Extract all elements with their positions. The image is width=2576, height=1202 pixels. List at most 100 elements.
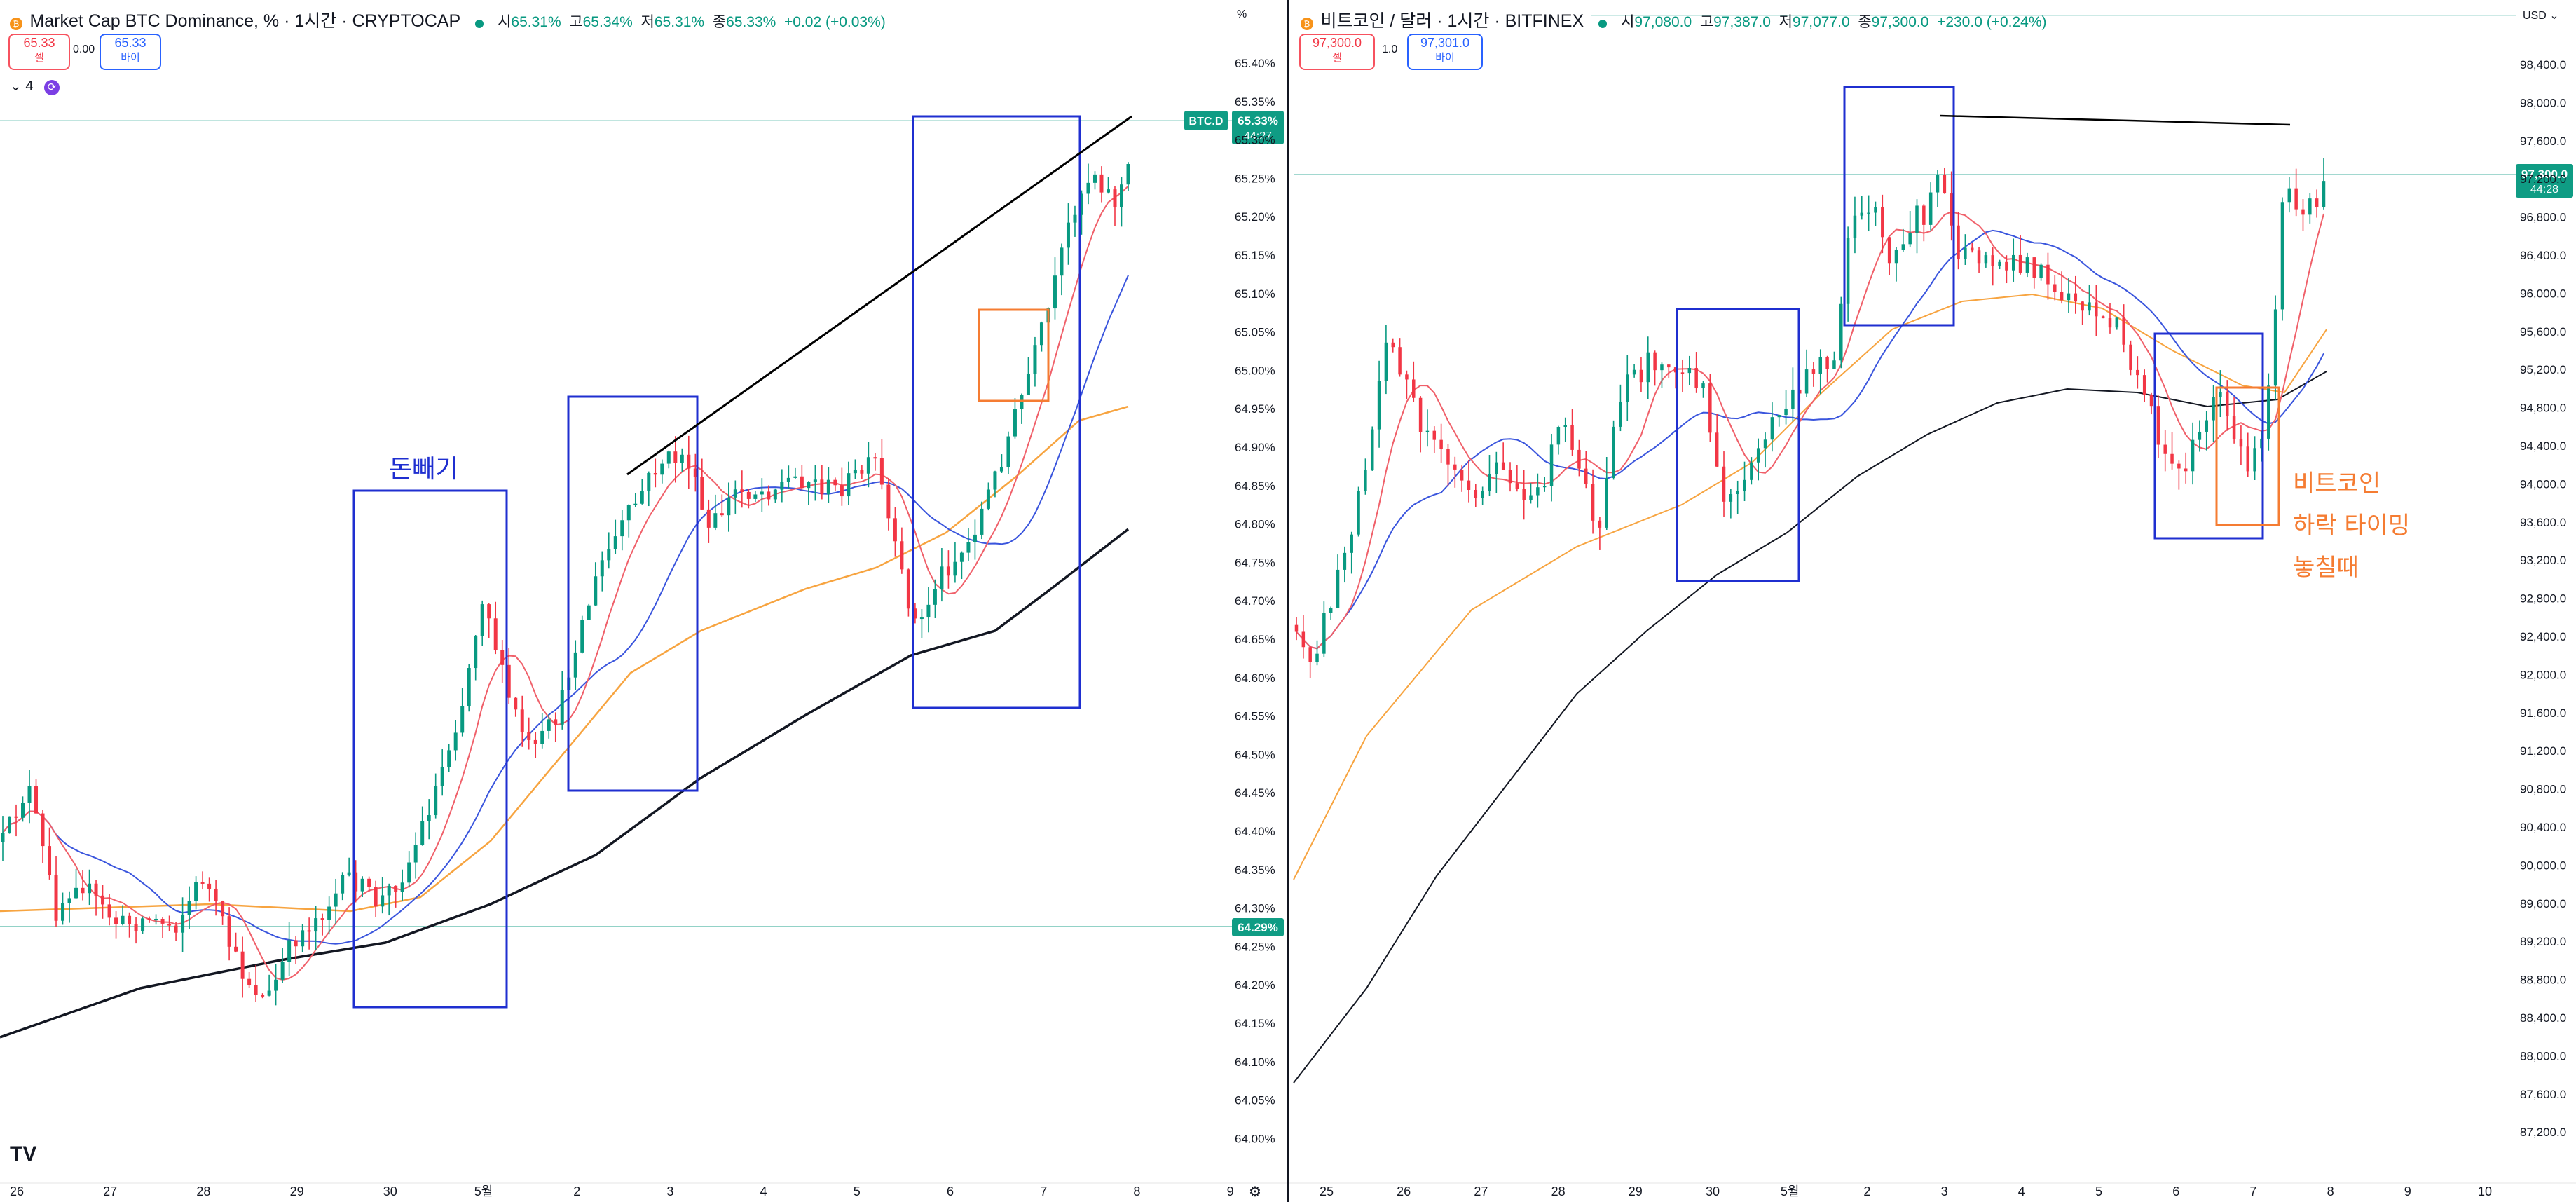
candle-body [2226, 392, 2229, 416]
right-price-tick: 95,600.0 [2520, 325, 2566, 339]
candle-body [1294, 624, 1299, 632]
left-text-annotation[interactable]: 돈빼기 [389, 455, 459, 484]
candle-body [666, 451, 671, 464]
candle-body [1453, 464, 1457, 470]
candle-body [740, 489, 744, 492]
left-date-tick: 8 [1133, 1184, 1140, 1198]
left-price-tick: 64.25% [1235, 940, 1275, 953]
left-rect-1 [352, 489, 508, 1009]
candle-body [234, 946, 238, 952]
right-date-tick: 8 [2327, 1184, 2334, 1198]
candle-body [580, 620, 584, 653]
candle-body [1467, 480, 1471, 491]
left-buy-button[interactable]: 65.33 바이 [100, 34, 161, 70]
candle-body [2032, 257, 2036, 278]
candle-body [1053, 275, 1057, 309]
candle-body [986, 489, 990, 509]
right-text-annotation[interactable]: 비트코인 하락 타이밍 놓칠때 [2293, 470, 2411, 582]
candle-body [700, 477, 704, 510]
candle-body [2060, 292, 2064, 301]
candle-body [1804, 369, 1809, 394]
tradingview-logo-icon[interactable]: TV [10, 1142, 37, 1166]
candle-body [980, 508, 984, 535]
indicator-legend-toggle[interactable]: ⌄ 4 ⟳ [10, 77, 60, 95]
bitcoin-logo-icon: ₿ [1301, 17, 1313, 30]
candle-body [2129, 344, 2132, 370]
candle-body [1922, 205, 1926, 225]
candle-body [853, 470, 857, 474]
candle-body [687, 454, 691, 469]
candle-body [1515, 483, 1519, 489]
candle-body [1784, 408, 1788, 416]
candle-body [653, 472, 657, 475]
left-symbol-title[interactable]: Market Cap BTC Dominance, % · 1시간 · CRYP… [29, 11, 461, 31]
candle-body [2219, 392, 2222, 397]
candle-body [594, 576, 598, 606]
candle-body [1577, 449, 1581, 469]
candle-body [733, 489, 737, 498]
candle-body [1301, 631, 1306, 648]
left-hline-text: 64.29% [1238, 921, 1278, 934]
chevron-down-icon: ⌄ [2549, 10, 2559, 22]
candle-body [2046, 264, 2050, 285]
candle-body [2101, 316, 2105, 319]
candle-body [2163, 444, 2167, 454]
left-sell-button[interactable]: 65.33 셀 [8, 34, 70, 70]
candle-body [527, 732, 531, 740]
right-price-tick: 96,800.0 [2520, 211, 2566, 224]
candle-body [480, 604, 484, 636]
candle-body [1460, 469, 1464, 481]
candle-body [394, 885, 398, 892]
candle-body [1943, 174, 1947, 194]
candle-body [181, 915, 185, 933]
candle-body [8, 816, 12, 833]
left-trendline [626, 115, 1132, 476]
candle-body [1488, 474, 1491, 491]
candle-body [2053, 284, 2057, 292]
candle-body [1984, 255, 1988, 264]
left-price-tick: 64.50% [1235, 748, 1275, 761]
sync-icon[interactable]: ⟳ [44, 80, 60, 95]
candle-body [1901, 244, 1905, 250]
left-price-tick: 64.85% [1235, 479, 1275, 493]
candle-body [88, 883, 92, 894]
candle-body [573, 652, 577, 678]
candle-body [953, 561, 957, 576]
right-symbol-title[interactable]: 비트코인 / 달러 · 1시간 · BITFINEX [1320, 11, 1584, 31]
left-date-tick: 27 [103, 1184, 117, 1198]
left-price-unit[interactable]: % [1237, 8, 1247, 20]
candle-body [1350, 534, 1353, 553]
candle-body [913, 608, 917, 619]
left-price-tick: 65.30% [1235, 134, 1275, 147]
left-date-tick: 29 [290, 1184, 304, 1198]
candle-body [727, 497, 731, 516]
candle-body [2095, 302, 2098, 317]
candle-body [1853, 215, 1857, 238]
candle-body [2149, 395, 2153, 407]
right-price-tick: 89,600.0 [2520, 897, 2566, 910]
candle-body [847, 473, 851, 497]
right-price-tick: 88,000.0 [2520, 1049, 2566, 1063]
settings-icon[interactable]: ⚙ [1249, 1184, 1261, 1200]
right-ma-50 [1296, 229, 2324, 650]
candle-body [873, 457, 877, 459]
candle-body [540, 730, 544, 744]
right-price-tick: 96,400.0 [2520, 249, 2566, 262]
left-price-tick: 64.95% [1235, 402, 1275, 416]
candle-body [141, 918, 145, 931]
right-spread: 1.0 [1382, 43, 1398, 55]
candle-body [1701, 383, 1705, 389]
right-currency-unit[interactable]: USD ⌄ [2523, 10, 2559, 22]
candle-body [1626, 374, 1629, 402]
candle-body [1039, 322, 1043, 346]
candle-body [1722, 466, 1726, 502]
candle-body [2273, 309, 2277, 386]
candle-body [1598, 520, 1602, 528]
candle-body [214, 888, 218, 901]
right-sell-button[interactable]: 97,300.0 셀 [1299, 34, 1375, 70]
right-buy-button[interactable]: 97,301.0 바이 [1407, 34, 1483, 70]
candle-body [427, 815, 431, 821]
candle-body [1936, 174, 1940, 193]
candle-body [154, 918, 158, 920]
